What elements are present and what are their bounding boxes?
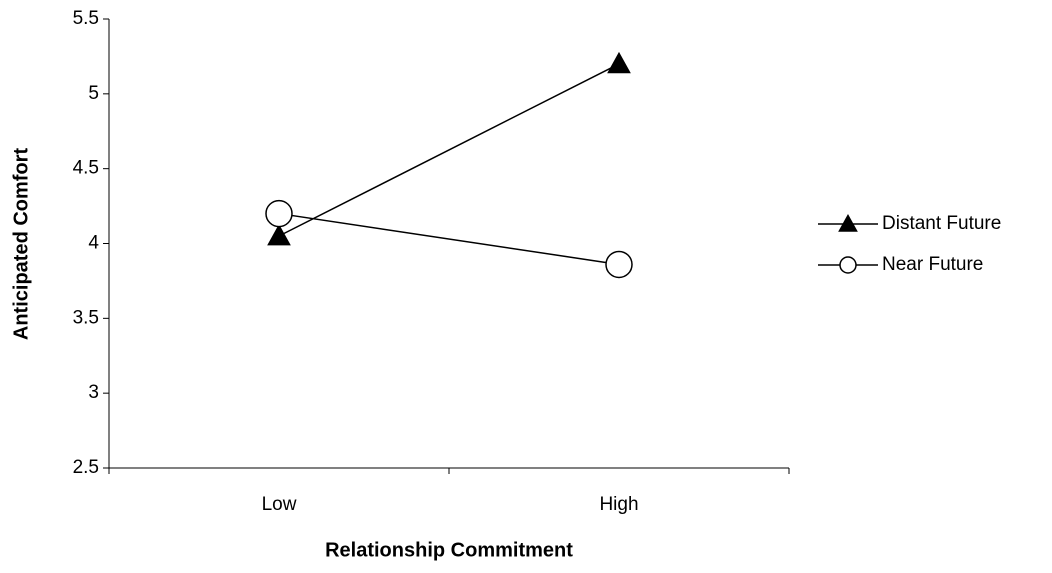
y-tick-label: 4 [88,233,99,254]
x-axis-title: Relationship Commitment [325,539,573,561]
x-tick-label: Low [262,494,297,515]
x-tick-label: High [599,494,638,515]
legend-label: Distant Future [882,213,1001,234]
legend-marker [838,213,858,232]
series-line [278,63,620,237]
y-tick-label: 4.5 [73,158,99,179]
y-tick-label: 5 [88,83,99,104]
y-axis-title: Anticipated Comfort [10,148,32,341]
data-point [265,199,293,228]
legend-label: Near Future [882,254,983,275]
data-point [267,223,291,246]
legend-marker [839,256,857,274]
y-tick-label: 3 [88,382,99,403]
data-point [607,51,631,74]
y-tick-label: 5.5 [73,8,99,29]
y-tick-label: 3.5 [73,307,99,328]
series-line [278,212,620,266]
data-point [605,250,633,279]
y-tick-label: 2.5 [73,457,99,478]
